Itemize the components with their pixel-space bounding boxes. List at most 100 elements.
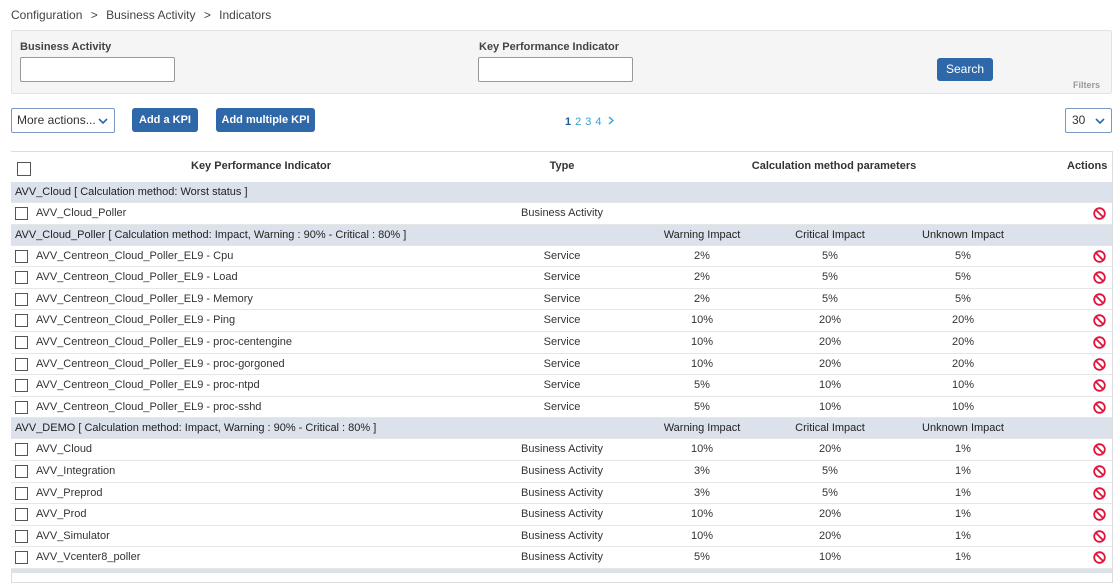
delete-icon[interactable]: [1093, 293, 1106, 309]
impact-value: 5%: [955, 249, 971, 262]
impact-value: 20%: [818, 443, 842, 456]
page-link[interactable]: 1: [565, 116, 572, 128]
row-checkbox[interactable]: [15, 400, 28, 414]
column-label: Warning Impact: [663, 422, 741, 435]
impact-value: 5%: [822, 271, 838, 284]
kpi-name: AVV_Vcenter8_poller: [36, 551, 141, 564]
kpi-type: Service: [543, 314, 581, 327]
row-checkbox[interactable]: [15, 249, 28, 263]
per-page-select[interactable]: 30: [1065, 108, 1112, 133]
impact-value: 5%: [822, 486, 838, 499]
impact-value: 3%: [694, 465, 710, 477]
kpi-name: AVV_Cloud: [36, 443, 93, 456]
group-row: AVV_Cloud [ Calculation method: Worst st…: [11, 182, 1112, 203]
kpi-row: AVV_Integration Business Activity 3% 5% 1%: [11, 461, 1112, 483]
row-checkbox[interactable]: [15, 379, 28, 393]
kpi-row: AVV_Centreon_Cloud_Poller_EL9 - proc-ntp…: [11, 375, 1112, 397]
impact-value: 10%: [818, 551, 842, 564]
chevron: [1095, 118, 1105, 124]
impact-value: 10%: [690, 508, 714, 521]
next-page[interactable]: [608, 116, 614, 128]
select-all-checkbox[interactable]: [17, 162, 31, 176]
kpi-row: AVV_Centreon_Cloud_Poller_EL9 - Load Serv…: [11, 267, 1112, 289]
select-text: 30: [1072, 113, 1086, 127]
kpi-name: AVV_Centreon_Cloud_Poller_EL9 - Memory: [36, 292, 253, 305]
delete-icon[interactable]: [1093, 357, 1106, 374]
row-checkbox[interactable]: [15, 314, 28, 328]
kpi-type: Business Activity: [521, 551, 603, 564]
impact-value: 5%: [822, 249, 838, 262]
delete-icon[interactable]: [1093, 249, 1106, 266]
text-input[interactable]: [20, 57, 175, 82]
chevron: [98, 118, 108, 124]
delete-icon[interactable]: [1093, 336, 1106, 352]
kpi-name: AVV_Centreon_Cloud_Poller_EL9 - Cpu: [36, 249, 234, 262]
impact-value: 10%: [690, 357, 714, 370]
delete-icon[interactable]: [1093, 401, 1106, 417]
page-link[interactable]: 4: [595, 116, 602, 128]
kpi-type: Business Activity: [521, 486, 603, 499]
delete-icon[interactable]: [1093, 314, 1106, 330]
impact-value: 10%: [690, 314, 714, 327]
delete-icon[interactable]: [1093, 379, 1106, 395]
page-link[interactable]: 2: [575, 116, 582, 128]
crumb[interactable]: Business Activity: [106, 8, 196, 22]
text-input[interactable]: [478, 57, 633, 82]
kpi-row: AVV_Centreon_Cloud_Poller_EL9 - proc-ssh…: [11, 396, 1112, 419]
crumb[interactable]: Indicators: [219, 8, 272, 22]
row-checkbox[interactable]: [15, 486, 28, 500]
kpi-type: Business Activity: [521, 508, 603, 521]
row-checkbox[interactable]: [15, 551, 28, 565]
group-title: AVV_DEMO [ Calculation method: Impact, W…: [15, 422, 377, 435]
delete-icon[interactable]: [1093, 271, 1106, 287]
kpi-row: AVV_Simulator Business Activity 10% 20% 1%: [11, 525, 1112, 548]
delete-icon[interactable]: [1093, 551, 1106, 567]
impact-value: 20%: [951, 314, 975, 327]
delete-icon[interactable]: [1093, 486, 1106, 503]
kpi-row: AVV_Vcenter8_poller Business Activity 5% 10…: [11, 547, 1112, 569]
row-checkbox[interactable]: [15, 529, 28, 543]
kpi-row: AVV_Centreon_Cloud_Poller_EL9 - Cpu Servi…: [11, 245, 1112, 268]
row-checkbox[interactable]: [15, 292, 28, 306]
delete-icon[interactable]: [1093, 508, 1106, 524]
row-checkbox[interactable]: [15, 443, 28, 457]
kpi-name: AVV_Centreon_Cloud_Poller_EL9 - Load: [36, 271, 238, 284]
header-cell: Key Performance Indicator: [191, 160, 331, 172]
delete-icon[interactable]: [1093, 443, 1106, 459]
kpi-type: Service: [543, 357, 581, 370]
impact-value: 10%: [951, 379, 975, 392]
add-kpi-button[interactable]: Add a KPI: [132, 108, 198, 132]
kpi-type: Business Activity: [521, 465, 603, 477]
header-cell: Type: [549, 160, 575, 172]
delete-icon[interactable]: [1093, 207, 1106, 223]
page-link[interactable]: 3: [585, 116, 592, 128]
impact-value: 10%: [818, 400, 842, 413]
impact-value: 10%: [690, 443, 714, 456]
group-title: AVV_Cloud_Poller [ Calculation method: I…: [15, 228, 407, 241]
row-checkbox[interactable]: [15, 271, 28, 285]
impact-value: 5%: [955, 271, 971, 284]
row-checkbox[interactable]: [15, 357, 28, 371]
impact-value: 5%: [694, 379, 710, 392]
select-text: More actions...: [17, 113, 96, 127]
search-button[interactable]: Search: [937, 58, 993, 81]
kpi-name: AVV_Centreon_Cloud_Poller_EL9 - proc-gor…: [36, 357, 285, 370]
row-checkbox[interactable]: [15, 465, 28, 478]
add-multiple-button[interactable]: Add multiple KPI: [216, 108, 315, 132]
impact-value: 2%: [694, 271, 710, 284]
kpi-name: AVV_Preprod: [36, 486, 103, 499]
crumb-separator: >: [203, 8, 211, 22]
crumb[interactable]: Configuration: [11, 8, 83, 22]
more-actions-select[interactable]: More actions...: [11, 108, 115, 133]
breadcrumb: Configuration > Business Activity > Indi…: [11, 8, 271, 22]
kpi-name: AVV_Prod: [36, 508, 87, 521]
row-checkbox[interactable]: [15, 207, 28, 220]
header-cell: Calculation method parameters: [751, 160, 917, 172]
kpi-type: Service: [543, 379, 581, 392]
row-checkbox[interactable]: [15, 336, 28, 349]
row-checkbox[interactable]: [15, 508, 28, 522]
delete-icon[interactable]: [1093, 530, 1106, 546]
delete-icon[interactable]: [1093, 465, 1106, 481]
